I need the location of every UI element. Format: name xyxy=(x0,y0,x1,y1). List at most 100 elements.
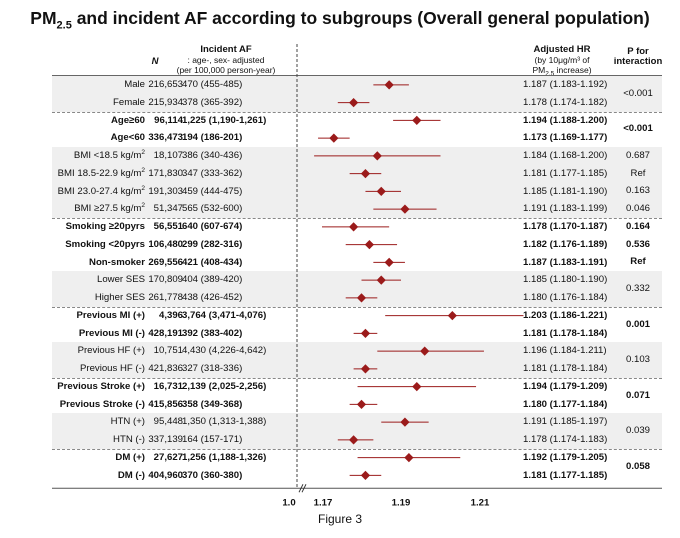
p-interaction-value: 0.332 xyxy=(625,283,650,294)
n-value: 337,139 xyxy=(148,434,183,445)
p-interaction-value: 0.536 xyxy=(625,238,650,250)
hr-point-marker xyxy=(400,204,410,214)
table-row: DM (+) 27,627 1,256 (1,188-1,326) 1.192 (1.… xyxy=(0,449,680,466)
table-row: BMI <18.5 kg/m2 18,107 386 (340-436) 1.184 … xyxy=(0,147,680,164)
hr-point-marker xyxy=(384,257,394,267)
p-interaction-value: <0.001 xyxy=(623,87,653,99)
hr-point-marker xyxy=(356,293,367,303)
incidence-value: 640 (607-674) xyxy=(182,221,243,232)
n-value: 215,934 xyxy=(148,96,183,108)
subgroup-label: Higher SES xyxy=(94,292,145,303)
hr-point-marker xyxy=(349,435,359,445)
n-value: 4,396 xyxy=(158,309,183,321)
subgroup-label: HTN (-) xyxy=(113,434,145,445)
p-interaction-value: <0.001 xyxy=(623,123,653,135)
n-value: 421,836 xyxy=(148,363,183,374)
n-value: 428,191 xyxy=(148,327,183,339)
hr-value: 1.191 (1.185-1.197) xyxy=(523,416,608,428)
p-interaction-value: 0.163 xyxy=(625,185,650,197)
hr-value: 1.191 (1.183-1.199) xyxy=(523,203,608,215)
hr-value: 1.185 (1.180-1.190) xyxy=(523,274,608,286)
n-value: 191,303 xyxy=(148,185,183,197)
table-row: Previous Stroke (+) 16,731 2,139 (2,025-2,… xyxy=(0,378,680,395)
p-interaction-value: 0.046 xyxy=(625,203,650,215)
incidence-value: 1,256 (1,188-1,326) xyxy=(182,451,267,463)
hr-value: 1.187 (1.183-1.191) xyxy=(523,256,608,268)
subgroup-label: Smoking <20pyrs xyxy=(65,238,145,250)
incidence-value: 421 (408-434) xyxy=(182,256,243,268)
axis-break-mark xyxy=(298,484,304,493)
p-interaction-value: Ref xyxy=(630,256,646,268)
incidence-value: 386 (340-436) xyxy=(182,150,243,161)
hr-value: 1.178 (1.174-1.182) xyxy=(523,96,608,108)
hr-point-marker xyxy=(384,80,394,90)
hr-point-marker xyxy=(412,382,422,392)
figure-caption: Figure 3 xyxy=(317,512,363,526)
p-interaction-value: Ref xyxy=(630,167,646,179)
table-row: Previous HF (+) 10,751 4,430 (4,226-4,642)… xyxy=(0,342,680,359)
subgroup-label: HTN (+) xyxy=(110,416,145,428)
incidence-value: 327 (318-336) xyxy=(182,363,243,374)
table-row: Female 215,934 378 (365-392) 1.178 (1.174-1… xyxy=(0,94,680,111)
hr-value: 1.203 (1.186-1.221) xyxy=(523,309,608,321)
hr-value: 1.173 (1.169-1.177) xyxy=(523,132,608,144)
n-value: 16,731 xyxy=(153,380,183,392)
subgroup-label: Non-smoker xyxy=(89,256,145,268)
table-row: Previous MI (-) 428,191 392 (383-402) 1.181… xyxy=(0,325,680,342)
n-value: 18,107 xyxy=(153,150,183,161)
hr-value: 1.184 (1.168-1.200) xyxy=(523,150,608,161)
n-value: 216,653 xyxy=(148,79,183,90)
hr-value: 1.192 (1.179-1.205) xyxy=(523,451,608,463)
subgroup-label: Previous HF (-) xyxy=(79,363,145,374)
header-hr: Adjusted HR (by 10μg/m³ of PM2.5 increas… xyxy=(532,44,592,78)
hr-value: 1.180 (1.177-1.184) xyxy=(523,398,608,410)
subgroup-label: Previous Stroke (-) xyxy=(59,398,145,410)
table-row: BMI 18.5-22.9 kg/m2 171,830 347 (333-362) 1… xyxy=(0,165,680,182)
n-value: 56,551 xyxy=(153,221,183,232)
subgroup-label: Male xyxy=(124,79,145,90)
hr-point-marker xyxy=(376,275,386,285)
subgroup-label: DM (+) xyxy=(115,451,145,463)
hr-value: 1.181 (1.177-1.185) xyxy=(523,469,608,481)
incidence-value: 404 (389-420) xyxy=(182,274,243,286)
hr-value: 1.196 (1.184-1.211) xyxy=(523,345,607,357)
subgroup-label: BMI 23.0-27.4 kg/m2 xyxy=(57,184,145,197)
subgroup-label: Previous MI (+) xyxy=(76,309,145,321)
table-row: Age≥60 96,114 1,225 (1,190-1,261) 1.194 (1.… xyxy=(0,112,680,129)
n-value: 170,809 xyxy=(148,274,183,286)
table-row: Non-smoker 269,556 421 (408-434) 1.187 (1.1… xyxy=(0,254,680,271)
table-row: Smoking <20pyrs 106,480 299 (282-316) 1.182… xyxy=(0,236,680,253)
page-title: PM2.5 and incident AF according to subgr… xyxy=(30,8,650,32)
hr-point-marker xyxy=(349,222,359,232)
hr-value: 1.182 (1.176-1.189) xyxy=(523,238,608,250)
subgroup-label: Age<60 xyxy=(110,132,145,144)
table-row: HTN (-) 337,139 164 (157-171) 1.178 (1.174-… xyxy=(0,431,680,448)
subgroup-label: DM (-) xyxy=(117,469,145,481)
table-row: Previous Stroke (-) 415,856 358 (349-368) 1… xyxy=(0,396,680,413)
n-value: 95,448 xyxy=(153,416,183,428)
hr-point-marker xyxy=(400,417,410,427)
hr-point-marker xyxy=(376,186,386,196)
incidence-value: 194 (186-201) xyxy=(182,132,243,144)
incidence-value: 565 (532-600) xyxy=(182,203,243,215)
incidence-value: 4,430 (4,226-4,642) xyxy=(182,345,267,357)
p-interaction-value: 0.001 xyxy=(625,318,650,330)
incidence-value: 438 (426-452) xyxy=(182,292,243,303)
x-tick-label: 1.0 xyxy=(282,497,295,508)
subgroup-label: BMI 18.5-22.9 kg/m2 xyxy=(57,166,145,179)
n-value: 96,114 xyxy=(154,114,183,126)
table-row: Higher SES 261,778 438 (426-452) 1.180 (1.1… xyxy=(0,289,680,306)
n-value: 415,856 xyxy=(148,398,183,410)
incidence-value: 2,139 (2,025-2,256) xyxy=(182,380,267,392)
n-value: 10,751 xyxy=(153,345,183,357)
hr-value: 1.194 (1.188-1.200) xyxy=(523,114,608,126)
hr-point-marker xyxy=(404,453,414,463)
n-value: 171,830 xyxy=(148,167,183,179)
table-row: Previous MI (+) 4,396 3,764 (3,471-4,076) 1… xyxy=(0,307,680,324)
hr-point-marker xyxy=(372,151,382,161)
p-interaction-value: 0.687 xyxy=(625,149,650,161)
hr-point-marker xyxy=(360,169,371,179)
p-interaction-value: 0.103 xyxy=(625,354,650,365)
n-value: 106,480 xyxy=(148,238,183,250)
hr-point-marker xyxy=(360,328,371,338)
